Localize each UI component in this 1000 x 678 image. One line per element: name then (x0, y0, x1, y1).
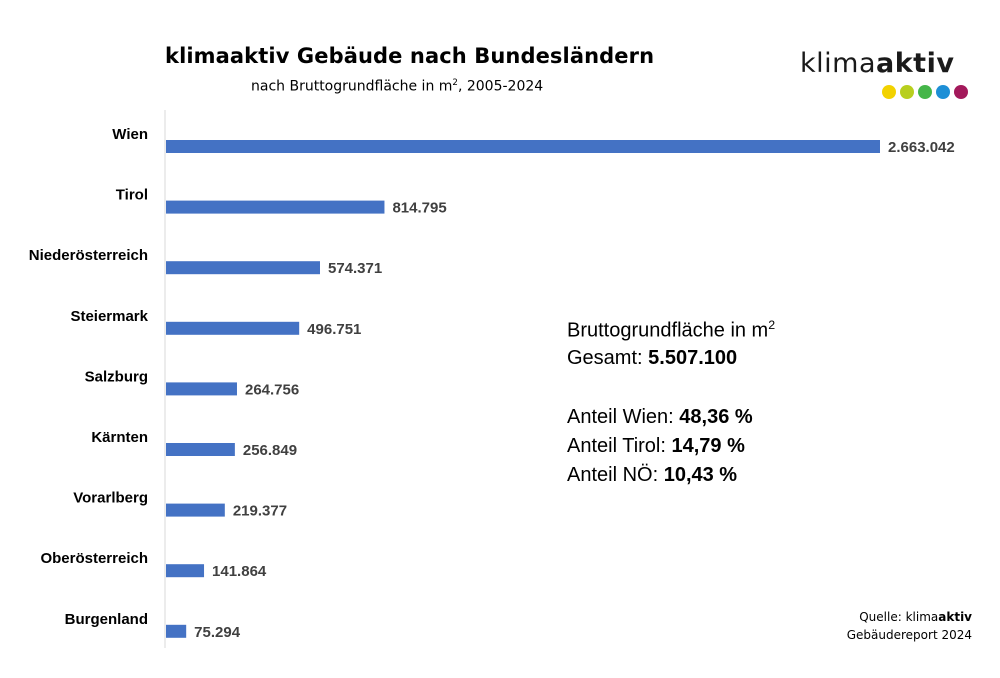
summary-area-heading: Bruttogrundfläche in m2 (567, 318, 776, 342)
data-label: 219.377 (233, 503, 287, 520)
bar (166, 200, 385, 214)
data-label: 256.849 (243, 442, 297, 459)
data-label: 814.795 (392, 200, 446, 217)
bar (166, 624, 187, 638)
klimaaktiv-logo: klimaaktiv (800, 48, 980, 106)
summary-total: Gesamt: 5.507.100 (567, 347, 738, 369)
category-label: Vorarlberg (73, 490, 148, 507)
category-label: Salzburg (85, 368, 148, 385)
bar (166, 261, 320, 275)
share-noe: Anteil NÖ: 10,43 % (567, 464, 738, 486)
category-label: Kärnten (91, 429, 148, 446)
bar (166, 382, 237, 396)
bar (166, 140, 880, 153)
data-label: 574.371 (328, 260, 382, 277)
bar (166, 564, 205, 578)
logo-dot (882, 85, 896, 99)
category-label: Oberösterreich (40, 550, 148, 567)
bar (166, 443, 235, 456)
category-label: Steiermark (70, 308, 148, 325)
category-label: Burgenland (65, 611, 148, 628)
data-label: 2.663.042 (888, 139, 955, 156)
logo-dot (954, 85, 968, 99)
share-wien: Anteil Wien: 48,36 % (567, 406, 753, 428)
source-line: Quelle: klimaaktiv (859, 610, 972, 624)
logo-wordmark: klimaaktiv (800, 48, 955, 79)
logo-dot (900, 85, 914, 99)
chart-subtitle: nach Bruttogrundfläche in m2, 2005-2024 (251, 78, 544, 95)
logo-dot (918, 85, 932, 99)
category-label: Niederösterreich (29, 247, 148, 264)
logo-dot (936, 85, 950, 99)
data-label: 75.294 (194, 624, 241, 641)
bar (166, 503, 225, 517)
data-label: 264.756 (245, 381, 299, 398)
source-note: Quelle: klimaaktiv Gebäudereport 2024 (847, 608, 972, 644)
category-label: Wien (112, 126, 148, 143)
source-report: Gebäudereport 2024 (846, 628, 972, 642)
data-label: 141.864 (212, 563, 267, 580)
chart-title: klimaaktiv Gebäude nach Bundesländern (165, 44, 655, 68)
share-tirol: Anteil Tirol: 14,79 % (567, 435, 745, 457)
bar (166, 321, 300, 335)
category-label: Tirol (116, 187, 148, 204)
data-label: 496.751 (307, 321, 361, 338)
logo-dots (882, 85, 968, 99)
